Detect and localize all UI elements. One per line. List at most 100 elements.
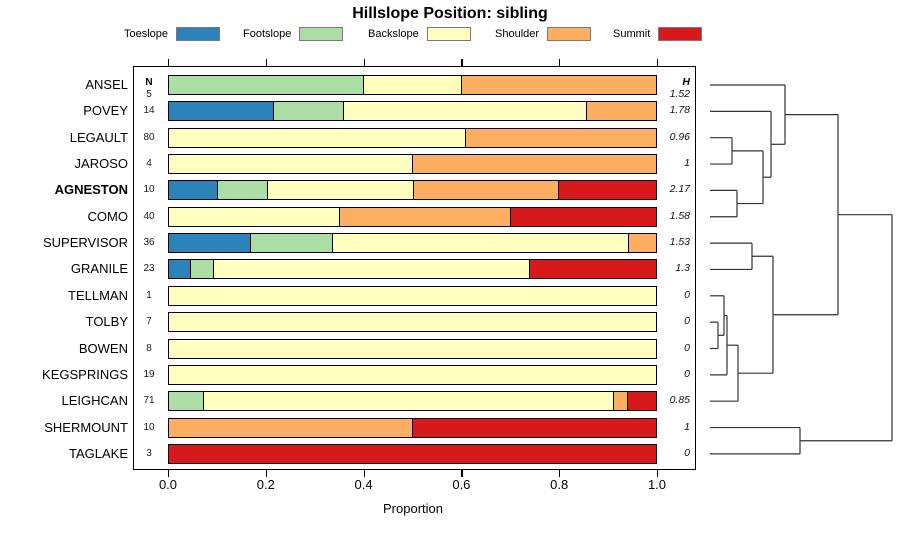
h-value: 1.58 <box>669 209 690 222</box>
legend-label: Summit <box>613 28 651 40</box>
n-value: 23 <box>143 263 155 275</box>
bar-taglake <box>168 443 657 464</box>
bar-segment-backslope <box>169 155 413 174</box>
bar-segment-backslope <box>364 76 462 94</box>
n-value: 8 <box>146 342 152 354</box>
legend-swatch-summit <box>658 27 703 41</box>
bar-segment-summit <box>559 181 656 200</box>
n-value: 19 <box>143 368 155 380</box>
row-label-como: COMO <box>87 208 128 224</box>
bar-kegsprings <box>168 364 657 385</box>
bar-segment-summit <box>413 418 656 437</box>
row-label-taglake: TAGLAKE <box>68 445 128 461</box>
bar-segment-toeslope <box>169 234 251 253</box>
n-value: 40 <box>143 210 155 222</box>
bar-ansel <box>168 75 657 95</box>
bar-segment-shoulder <box>462 76 656 94</box>
h-column-header: H <box>682 76 690 88</box>
row-label-agneston: AGNESTON <box>54 182 128 198</box>
x-axis-tick-label: 0.8 <box>550 477 569 492</box>
bar-agneston <box>168 180 657 201</box>
h-value: 1 <box>684 420 690 433</box>
x-axis-tick-top <box>559 59 561 66</box>
row-label-kegsprings: KEGSPRINGS <box>42 366 128 382</box>
bar-segment-backslope <box>213 260 530 279</box>
x-axis-label: Proportion <box>383 501 443 516</box>
bar-segment-toeslope <box>169 102 274 121</box>
bar-segment-footslope <box>273 102 344 121</box>
legend-label: Shoulder <box>495 28 540 40</box>
bar-leighcan <box>168 391 657 412</box>
n-value: 3 <box>146 447 152 459</box>
bar-segment-backslope <box>169 339 656 358</box>
n-value: 80 <box>143 131 155 143</box>
x-axis-tick <box>559 470 561 477</box>
x-axis-tick <box>363 470 365 477</box>
row-label-legault: LEGAULT <box>69 129 128 145</box>
bar-granile <box>168 259 657 280</box>
bar-segment-shoulder <box>613 392 629 411</box>
n-value: 71 <box>143 395 155 407</box>
h-value: 1.78 <box>669 104 690 117</box>
bar-segment-shoulder <box>413 155 656 174</box>
n-value: 5 <box>146 89 152 100</box>
bar-segment-backslope <box>332 234 630 253</box>
n-value: 36 <box>143 237 155 249</box>
row-label-granile: GRANILE <box>70 261 128 277</box>
bar-segment-summit <box>628 392 656 411</box>
bar-segment-shoulder <box>629 234 656 253</box>
x-axis-tick-label: 0.2 <box>256 477 275 492</box>
x-axis-tick <box>265 470 267 477</box>
chart-title: Hillslope Position: sibling <box>352 5 548 22</box>
h-value: 0 <box>684 341 690 354</box>
bar-segment-backslope <box>169 286 656 305</box>
row-label-ansel: ANSEL <box>85 77 128 92</box>
bar-segment-backslope <box>343 102 587 121</box>
bar-shermount <box>168 417 657 438</box>
x-axis-tick-label: 1.0 <box>647 477 667 492</box>
bar-segment-toeslope <box>169 260 192 279</box>
legend-item-shoulder: Shoulder <box>495 27 592 41</box>
n-value: 1 <box>146 289 152 301</box>
x-axis-tick-top <box>265 59 267 66</box>
bar-segment-toeslope <box>169 181 219 200</box>
bar-tellman <box>168 285 657 306</box>
n-value: 4 <box>146 158 152 170</box>
h-value: 0.96 <box>669 130 690 143</box>
row-label-leighcan: LEIGHCAN <box>61 393 128 409</box>
bar-legault <box>168 127 657 148</box>
row-label-bowen: BOWEN <box>78 340 128 356</box>
row-label-tolby: TOLBY <box>85 314 128 330</box>
plot-panel <box>133 66 696 470</box>
h-value: 0 <box>684 367 690 380</box>
h-value: 1 <box>684 157 690 170</box>
bar-segment-footslope <box>250 234 333 253</box>
legend-label: Toeslope <box>124 28 169 40</box>
n-column-header: N <box>145 77 153 88</box>
bar-supervisor <box>168 233 657 254</box>
bar-segment-summit <box>169 444 656 463</box>
bar-tolby <box>168 312 657 333</box>
row-label-tellman: TELLMAN <box>68 287 128 303</box>
x-axis-tick-label: 0.0 <box>158 477 178 492</box>
n-value: 7 <box>146 316 152 328</box>
h-value: 2.17 <box>669 183 690 196</box>
x-axis-tick <box>657 470 659 477</box>
bar-segment-summit <box>529 260 656 279</box>
h-value: 0 <box>684 288 690 301</box>
bar-segment-shoulder <box>339 207 511 226</box>
x-axis-tick-top <box>168 59 170 66</box>
h-value: 1.52 <box>669 88 690 100</box>
x-axis-tick-label: 0.6 <box>452 477 471 492</box>
bar-segment-backslope <box>267 181 414 200</box>
legend-swatch-shoulder <box>547 27 592 41</box>
row-label-povey: POVEY <box>83 103 128 119</box>
bar-segment-shoulder <box>586 102 657 121</box>
bar-segment-backslope <box>169 313 656 332</box>
legend-label: Backslope <box>368 28 419 40</box>
bar-segment-footslope <box>169 392 204 411</box>
bar-como <box>168 206 657 227</box>
bar-segment-footslope <box>218 181 268 200</box>
row-label-jaroso: JAROSO <box>74 156 128 172</box>
